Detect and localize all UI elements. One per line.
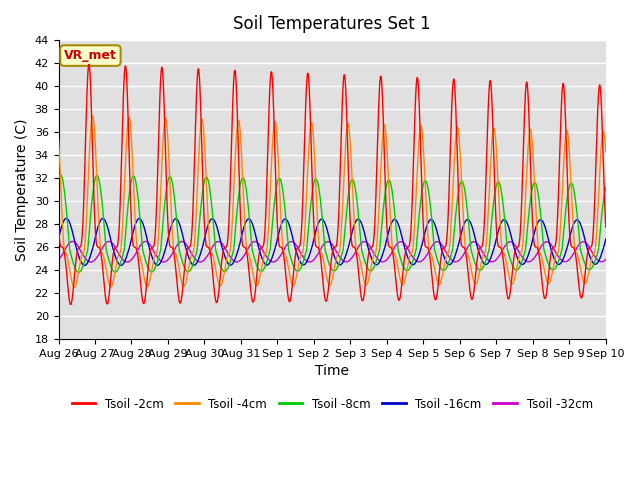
X-axis label: Time: Time bbox=[315, 364, 349, 378]
Title: Soil Temperatures Set 1: Soil Temperatures Set 1 bbox=[234, 15, 431, 33]
Text: VR_met: VR_met bbox=[64, 49, 117, 62]
Y-axis label: Soil Temperature (C): Soil Temperature (C) bbox=[15, 119, 29, 261]
Legend: Tsoil -2cm, Tsoil -4cm, Tsoil -8cm, Tsoil -16cm, Tsoil -32cm: Tsoil -2cm, Tsoil -4cm, Tsoil -8cm, Tsoi… bbox=[67, 393, 597, 415]
